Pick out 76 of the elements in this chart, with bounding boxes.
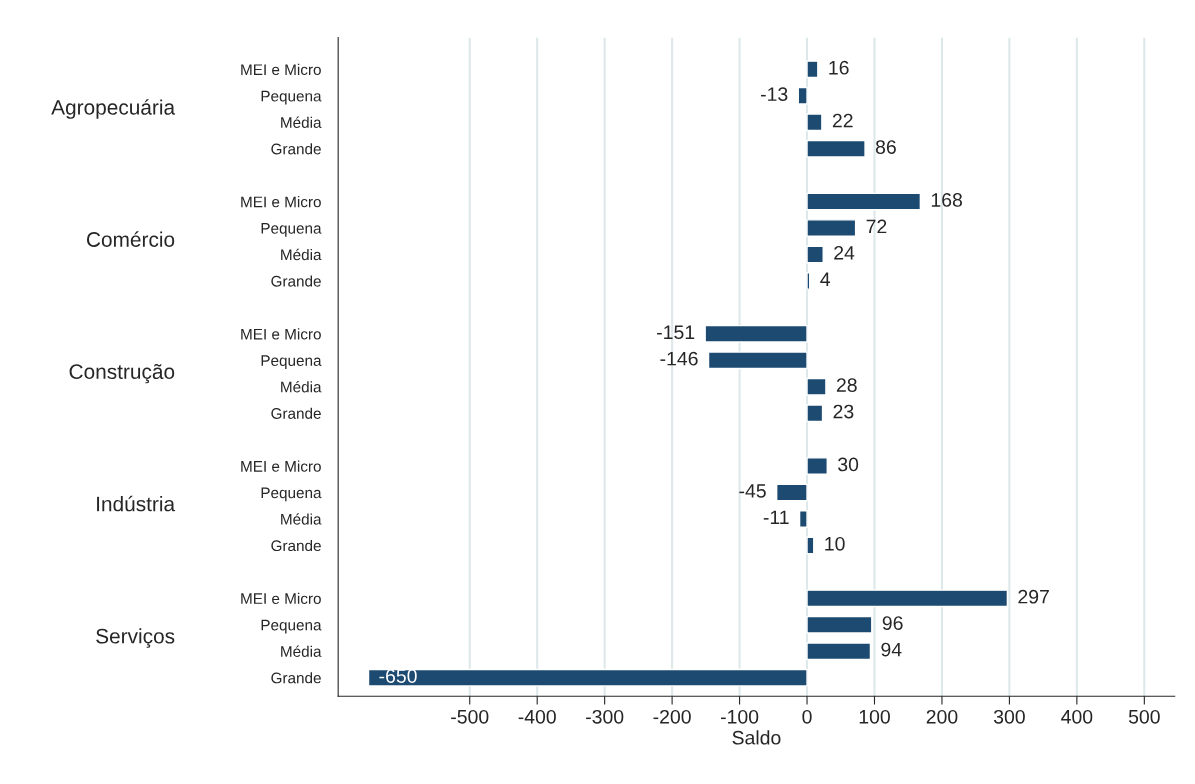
bar bbox=[775, 483, 808, 502]
data-label: 24 bbox=[834, 245, 855, 260]
bar bbox=[806, 139, 866, 158]
bar bbox=[798, 510, 808, 528]
x-axis-title: Saldo bbox=[732, 730, 781, 745]
y-tick-label: Pequena bbox=[261, 487, 322, 502]
data-label: 94 bbox=[881, 642, 902, 657]
x-tick-label: 100 bbox=[859, 709, 890, 724]
x-tick-label: -100 bbox=[720, 709, 759, 724]
y-tick-label: Média bbox=[281, 513, 322, 525]
bar bbox=[806, 272, 811, 290]
y-tick-label: MEI e Micro bbox=[241, 63, 321, 76]
bar bbox=[704, 324, 808, 343]
x-tick-label: -500 bbox=[451, 709, 489, 724]
bar bbox=[797, 86, 808, 105]
data-label: 30 bbox=[838, 457, 859, 472]
x-tick-label: 500 bbox=[1128, 709, 1160, 724]
y-tick-label: Pequena bbox=[261, 619, 322, 634]
data-label: 86 bbox=[875, 140, 896, 154]
bar bbox=[806, 536, 815, 555]
text: Comércio bbox=[86, 231, 175, 247]
bar bbox=[806, 642, 872, 661]
data-label: 22 bbox=[832, 113, 853, 128]
text: Serviços bbox=[96, 628, 175, 648]
bar bbox=[806, 192, 922, 211]
y-tick-label: Grande bbox=[271, 407, 321, 419]
data-label: -45 bbox=[739, 484, 766, 498]
data-label: 96 bbox=[882, 616, 903, 630]
data-label: -151 bbox=[657, 325, 695, 340]
x-tick-label: -200 bbox=[653, 709, 691, 724]
y-tick-label: Grande bbox=[271, 275, 321, 287]
bar bbox=[707, 351, 808, 370]
bar bbox=[806, 457, 828, 475]
data-label: -146 bbox=[660, 351, 698, 366]
y-tick-label: MEI e Micro bbox=[241, 460, 321, 472]
x-tick-label: 400 bbox=[1061, 709, 1093, 724]
data-label: -11 bbox=[763, 510, 789, 525]
y-tick-label: Pequena bbox=[261, 355, 322, 370]
y-tick-label: Grande bbox=[271, 143, 321, 155]
x-tick-label: -400 bbox=[518, 709, 556, 724]
y-tick-label: MEI e Micro bbox=[241, 592, 321, 605]
data-label: 16 bbox=[829, 60, 849, 75]
y-tick-label: Pequena bbox=[261, 90, 322, 105]
bar bbox=[806, 245, 824, 264]
bar bbox=[367, 668, 808, 687]
data-label: 297 bbox=[1018, 589, 1049, 604]
y-tick-label: Grande bbox=[271, 672, 321, 684]
y-tick-label: Grande bbox=[271, 539, 321, 552]
data-label: 10 bbox=[825, 536, 845, 551]
data-label: 4 bbox=[820, 272, 831, 286]
bar bbox=[806, 589, 1009, 608]
y-tick-label: Média bbox=[281, 116, 322, 128]
text: Agropecuária bbox=[51, 99, 176, 119]
x-tick-label: -300 bbox=[586, 709, 624, 724]
y-tick-label: Média bbox=[281, 248, 322, 261]
bar bbox=[806, 377, 827, 396]
text: Construção bbox=[69, 363, 175, 384]
bar bbox=[806, 404, 824, 423]
bar bbox=[806, 615, 873, 634]
data-label: 28 bbox=[836, 378, 857, 392]
data-label: 168 bbox=[931, 193, 962, 207]
y-tick-label: MEI e Micro bbox=[241, 196, 321, 208]
bar bbox=[806, 60, 819, 79]
data-label: 72 bbox=[866, 219, 887, 234]
bar bbox=[806, 113, 823, 132]
data-label: 23 bbox=[833, 404, 854, 419]
x-tick-label: 200 bbox=[926, 709, 958, 724]
x-tick-label: 0 bbox=[802, 709, 812, 724]
y-tick-label: Média bbox=[281, 381, 322, 393]
data-label: -13 bbox=[760, 87, 788, 102]
x-tick-label: 300 bbox=[993, 709, 1025, 724]
text: Indústria bbox=[97, 495, 176, 512]
y-tick-label: MEI e Micro bbox=[241, 328, 321, 340]
y-tick-label: Média bbox=[281, 645, 322, 657]
bar bbox=[806, 219, 857, 237]
y-tick-label: Pequena bbox=[261, 223, 322, 237]
